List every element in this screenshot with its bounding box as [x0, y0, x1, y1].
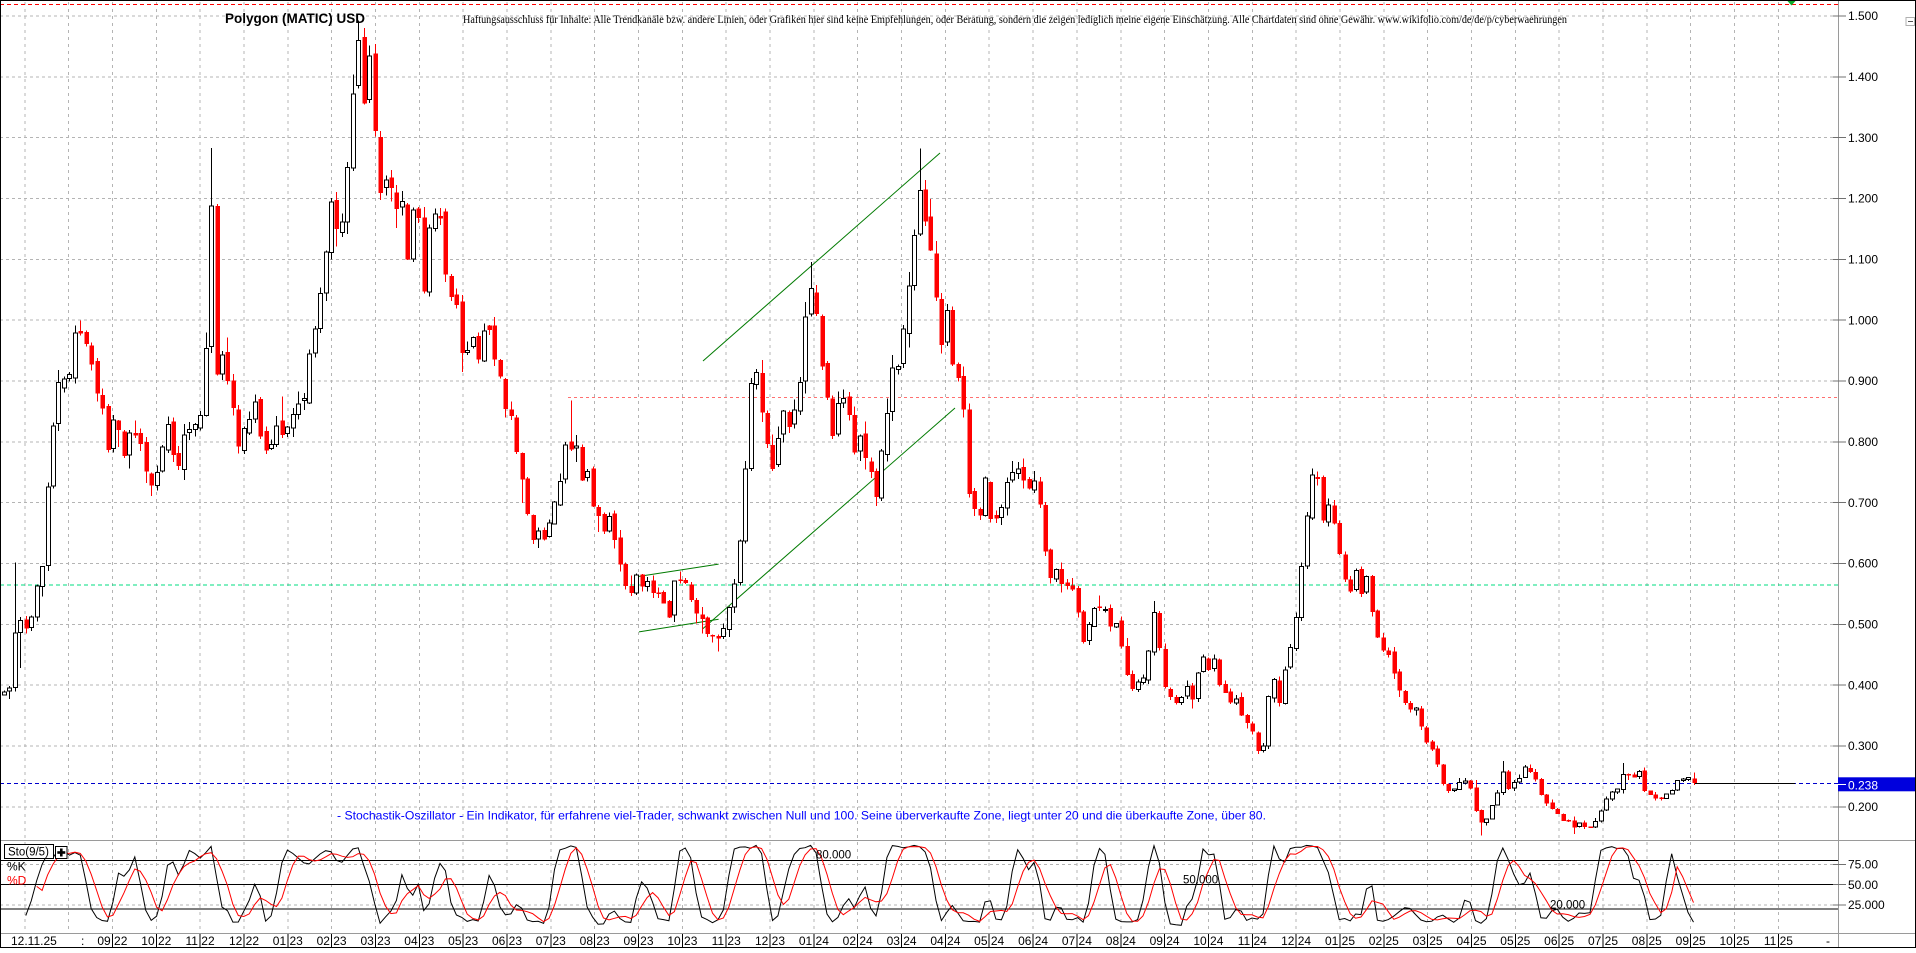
svg-text:1.400: 1.400 [1848, 70, 1878, 84]
svg-text:Sto(9/5): Sto(9/5) [8, 847, 49, 859]
svg-text:1.000: 1.000 [1848, 313, 1878, 327]
svg-text:1.300: 1.300 [1848, 131, 1878, 145]
svg-text:0.238: 0.238 [1848, 778, 1878, 792]
svg-text:0.200: 0.200 [1848, 800, 1878, 814]
svg-text:25.000: 25.000 [1848, 898, 1885, 912]
svg-text:Polygon (MATIC) USD: Polygon (MATIC) USD [225, 11, 365, 26]
svg-text:12.11.25: 12.11.25 [11, 934, 57, 948]
svg-text:75.00: 75.00 [1848, 858, 1878, 872]
svg-text:50.000: 50.000 [1183, 875, 1218, 887]
svg-text:- Stochastik-Oszillator - Ein: - Stochastik-Oszillator - Ein Indikator,… [337, 809, 1266, 823]
svg-text:50.00: 50.00 [1848, 878, 1878, 892]
svg-text:%D: %D [7, 874, 27, 888]
svg-text:1.500: 1.500 [1848, 9, 1878, 23]
svg-text:1.100: 1.100 [1848, 253, 1878, 267]
svg-text:0.600: 0.600 [1848, 557, 1878, 571]
svg-text:1.200: 1.200 [1848, 192, 1878, 206]
svg-text:0.500: 0.500 [1848, 618, 1878, 632]
svg-text::: : [81, 934, 84, 948]
svg-text:0.900: 0.900 [1848, 374, 1878, 388]
svg-text:Haftungsausschluss für Inhalte: Haftungsausschluss für Inhalte: Alle Tre… [463, 14, 1567, 26]
svg-text:0.300: 0.300 [1848, 739, 1878, 753]
svg-text:0.700: 0.700 [1848, 496, 1878, 510]
svg-text:-: - [1826, 934, 1830, 948]
svg-text:%K: %K [7, 860, 26, 874]
svg-text:20.000: 20.000 [1550, 900, 1585, 912]
svg-text:80.000: 80.000 [816, 850, 851, 862]
svg-text:0.400: 0.400 [1848, 678, 1878, 692]
svg-text:0.800: 0.800 [1848, 435, 1878, 449]
